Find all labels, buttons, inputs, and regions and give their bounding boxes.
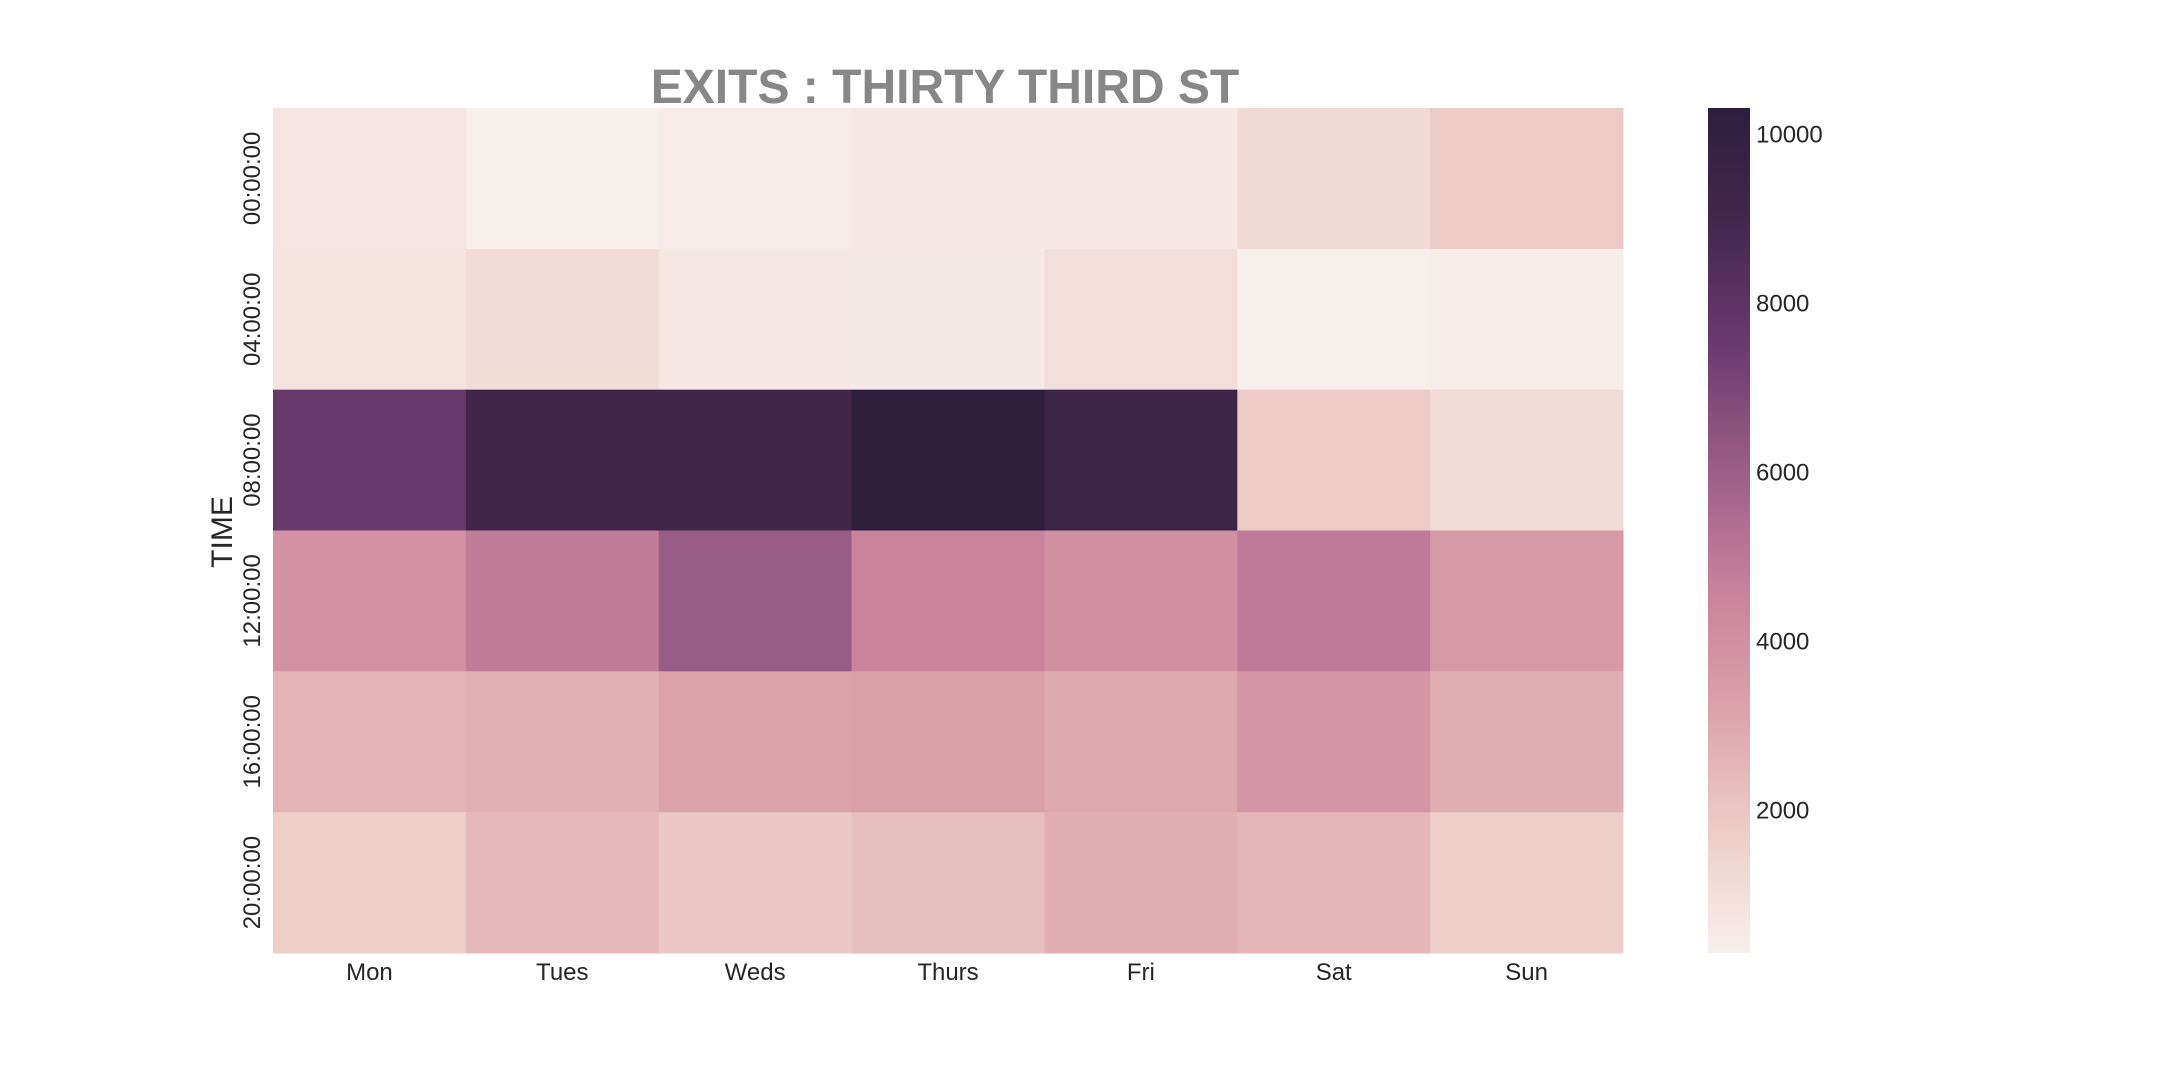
y-tick-labels: 00:00:00 04:00:00 08:00:00 12:00:00 16:00:00… [239, 132, 266, 930]
heatmap-cell [1237, 108, 1431, 250]
x-tick-label: Tues [536, 959, 588, 986]
colorbar-tick-labels: 2000 4000 6000 8000 10000 [1756, 121, 1823, 824]
heatmap-cell [851, 108, 1045, 250]
colorbar-tick-label: 2000 [1756, 797, 1809, 824]
y-tick-label: 00:00:00 [239, 132, 266, 225]
y-tick-label: 16:00:00 [239, 695, 266, 788]
heatmap-cell [465, 108, 660, 250]
heatmap-cell [1237, 812, 1431, 954]
y-tick-label: 12:00:00 [239, 554, 266, 647]
heatmap-cell [1044, 108, 1238, 250]
heatmap-cell [273, 530, 467, 672]
chart-title: EXITS : THIRTY THIRD ST [651, 61, 1239, 114]
heatmap-cell [465, 389, 660, 531]
x-tick-label: Sat [1316, 959, 1352, 986]
heatmap-cell [273, 248, 467, 391]
y-tick-label: 20:00:00 [239, 836, 266, 929]
colorbar-tick-label: 4000 [1756, 628, 1809, 655]
x-tick-labels: Mon Tues Weds Thurs Fri Sat Sun [346, 959, 1548, 986]
heatmap-cell [658, 248, 853, 391]
heatmap-cell [658, 389, 853, 531]
heatmap-cell [1044, 812, 1238, 954]
heatmap-cell [1237, 530, 1431, 672]
heatmap-cell [1237, 389, 1431, 531]
heatmap-cell [1430, 108, 1624, 250]
heatmap-cell [658, 108, 853, 250]
heatmap-cell [1430, 671, 1624, 813]
x-tick-label: Weds [725, 959, 786, 986]
x-tick-label: Thurs [917, 959, 978, 986]
heatmap-cell [273, 671, 467, 813]
heatmap-cell [1430, 248, 1624, 391]
heatmap-cell [851, 389, 1045, 531]
heatmap-cell [1430, 530, 1624, 672]
heatmap-cell [1044, 530, 1238, 672]
x-tick-label: Mon [346, 959, 393, 986]
heatmap-cell [851, 248, 1045, 391]
colorbar-tick-label: 10000 [1756, 121, 1823, 148]
y-tick-label: 08:00:00 [239, 413, 266, 506]
heatmap-cell [658, 812, 853, 954]
heatmap-cell [1237, 248, 1431, 391]
y-axis-label: TIME [206, 496, 239, 568]
x-tick-label: Fri [1127, 959, 1155, 986]
heatmap-cell [273, 389, 467, 531]
heatmap-cell [465, 248, 660, 391]
heatmap-cell [658, 671, 853, 813]
x-tick-label: Sun [1505, 959, 1548, 986]
heatmap-cell [1237, 671, 1431, 813]
heatmap-cell [851, 812, 1045, 954]
heatmap-cell [1430, 389, 1624, 531]
heatmap-cell [273, 108, 467, 250]
heatmap-cell [273, 812, 467, 954]
heatmap-cell [851, 671, 1045, 813]
colorbar-tick-label: 6000 [1756, 459, 1809, 486]
heatmap-cell [658, 530, 853, 672]
colorbar [1708, 108, 1750, 953]
heatmap-cell [1044, 248, 1238, 391]
heatmap-cell [465, 812, 660, 954]
heatmap-cell [1044, 671, 1238, 813]
heatmap-cell [1044, 389, 1238, 531]
heatmap-cell [851, 530, 1045, 672]
colorbar-tick-label: 8000 [1756, 290, 1809, 317]
heatmap-cell [465, 530, 660, 672]
heatmap-cell [465, 671, 660, 813]
y-tick-label: 04:00:00 [239, 273, 266, 366]
heatmap-cells [273, 108, 1624, 954]
heatmap-cell [1430, 812, 1624, 954]
